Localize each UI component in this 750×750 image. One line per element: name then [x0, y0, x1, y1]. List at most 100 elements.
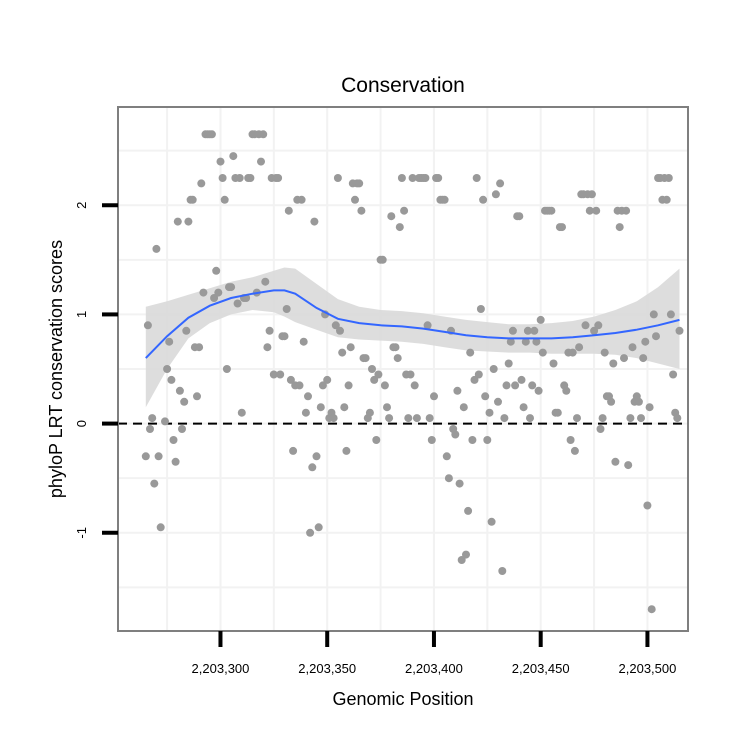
data-point [444, 474, 453, 483]
data-point [483, 436, 492, 444]
data-point [528, 381, 537, 390]
data-point [517, 375, 526, 384]
data-point [355, 179, 364, 188]
data-point [637, 414, 645, 423]
data-point [581, 321, 590, 330]
data-point [442, 452, 451, 461]
data-point [408, 174, 417, 182]
data-point [323, 375, 332, 384]
data-point [263, 343, 272, 352]
data-point [280, 332, 289, 341]
data-point [178, 425, 186, 433]
data-point [479, 195, 488, 204]
data-point [649, 310, 658, 319]
data-point [342, 446, 351, 455]
data-point [500, 414, 509, 423]
data-point [611, 457, 620, 466]
data-point [207, 130, 216, 139]
x-tick-label: 2,203,350 [298, 661, 356, 676]
data-point [365, 408, 374, 417]
data-point [374, 370, 383, 379]
data-point [175, 386, 184, 395]
data-point [434, 174, 443, 182]
data-point [494, 397, 502, 406]
data-point [346, 343, 355, 352]
data-point [150, 479, 159, 488]
data-point [276, 370, 285, 379]
data-point [506, 337, 515, 346]
data-point [457, 556, 466, 564]
data-point [430, 392, 438, 401]
data-point [235, 174, 244, 182]
data-point [316, 403, 325, 412]
data-point [421, 174, 430, 182]
data-point [675, 326, 684, 335]
data-point [575, 343, 584, 352]
x-tick-label: 2,203,400 [405, 661, 463, 676]
data-point [504, 359, 513, 368]
data-point [259, 130, 268, 139]
data-point [634, 397, 643, 406]
data-point [340, 403, 349, 412]
data-point [669, 370, 678, 379]
data-point [592, 206, 601, 215]
data-point [530, 326, 539, 335]
data-point [459, 403, 468, 412]
data-point [156, 523, 165, 532]
data-point [453, 386, 462, 395]
data-point [622, 206, 631, 215]
data-point [318, 381, 327, 390]
data-point [385, 414, 394, 423]
data-point [312, 452, 321, 461]
data-point [246, 174, 255, 182]
data-point [297, 195, 306, 204]
data-point [549, 359, 558, 368]
data-point [180, 397, 189, 406]
data-point [615, 223, 624, 232]
data-point [329, 414, 338, 423]
smooth-line [145, 289, 680, 359]
data-point [284, 206, 293, 215]
data-point [485, 408, 494, 417]
confidence-ribbon [145, 267, 680, 408]
data-point [184, 217, 193, 226]
data-point [400, 206, 409, 215]
data-point [370, 375, 379, 384]
data-point [404, 414, 413, 423]
confidence-ribbon-layer [145, 267, 680, 408]
data-point [487, 517, 496, 526]
data-point [383, 403, 391, 412]
data-point [195, 343, 204, 352]
data-point [193, 392, 201, 401]
data-point [639, 354, 648, 363]
data-point [397, 174, 406, 182]
smooth-line-layer [145, 289, 680, 359]
data-point [393, 354, 402, 363]
data-point [148, 414, 157, 423]
data-point [466, 348, 475, 357]
data-point [502, 381, 511, 390]
data-point [562, 386, 571, 395]
data-point [212, 266, 221, 275]
y-tick-label: -1 [74, 527, 89, 539]
data-point [165, 337, 174, 346]
data-point [216, 157, 225, 166]
data-point [645, 403, 654, 412]
data-point [647, 605, 656, 614]
data-point [152, 244, 161, 253]
data-point [199, 288, 208, 297]
data-point [265, 326, 274, 335]
data-point [489, 365, 498, 373]
data-point [523, 326, 532, 335]
data-point [547, 206, 556, 215]
data-point [585, 206, 594, 215]
y-tick-label: 2 [74, 202, 89, 209]
data-point [508, 326, 517, 335]
data-point [410, 381, 419, 390]
data-point [515, 212, 524, 221]
data-point [167, 375, 176, 384]
data-point [141, 452, 150, 461]
data-point [261, 277, 270, 286]
data-point [182, 326, 191, 335]
